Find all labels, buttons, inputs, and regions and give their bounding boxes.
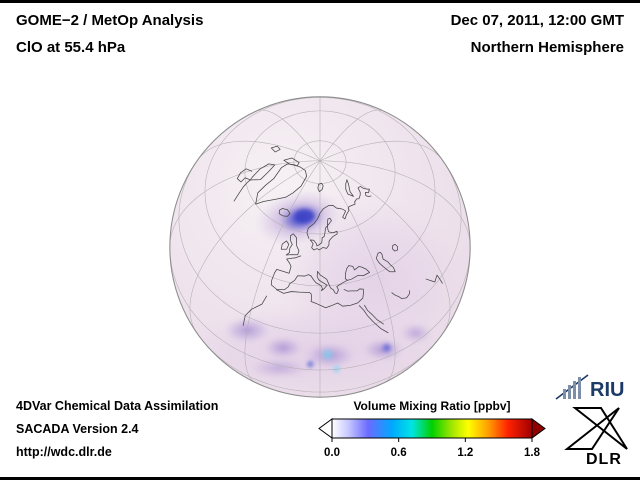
colorbar-left-arrow	[318, 418, 333, 439]
top-border	[0, 0, 640, 3]
coastline	[249, 163, 276, 181]
graticule-line	[319, 160, 451, 335]
clo-band-blob	[223, 316, 272, 344]
colorbar-ticks: 0.0 0.6 1.2 1.8	[324, 438, 541, 459]
clo-band-blob	[399, 322, 433, 344]
plot-title-block: GOME−2 / MetOp Analysis ClO at 55.4 hPa	[16, 7, 203, 61]
coastline	[344, 265, 370, 281]
graticule-line	[204, 97, 436, 287]
coastline	[425, 274, 443, 284]
clo-data-field	[171, 189, 466, 398]
clo-band-blob	[248, 357, 311, 379]
graticule-line	[320, 160, 471, 248]
coastline	[358, 305, 389, 334]
clo-iceland-peak	[294, 209, 315, 223]
coastline	[270, 255, 312, 291]
credit-url: http://wdc.dlr.de	[16, 445, 112, 459]
credits-block: 4DVar Chemical Data Assimilation SACADA …	[16, 395, 218, 464]
dlr-logo-text: DLR	[586, 451, 622, 466]
coastline	[242, 295, 268, 326]
coastline	[317, 271, 348, 295]
dlr-logo: DLR	[562, 404, 634, 471]
riu-bar-icon	[578, 377, 581, 399]
dlr-emblem-icon	[572, 407, 628, 450]
coastline	[233, 168, 253, 202]
coastline	[364, 304, 384, 325]
colorbar-tick-label: 0.6	[391, 447, 407, 459]
coastline	[310, 271, 328, 292]
coastline	[317, 182, 324, 193]
riu-logo-text: RIU	[590, 379, 624, 401]
coastline	[354, 186, 372, 203]
clo-cyan-spot	[320, 347, 335, 362]
globe-svg	[169, 96, 471, 398]
coastline	[280, 240, 290, 250]
riu-slash-icon	[555, 374, 589, 400]
coastline	[309, 217, 338, 251]
graticule-line	[256, 109, 321, 162]
graticule-line	[196, 140, 321, 163]
coastline	[391, 290, 410, 299]
coastline	[285, 233, 300, 256]
riu-bar-icon	[573, 381, 576, 399]
plot-title: GOME−2 / MetOp Analysis	[16, 12, 204, 29]
coastline	[283, 157, 300, 167]
graticule-line	[189, 160, 321, 335]
coastline	[345, 179, 354, 197]
colorbar-right-arrow	[531, 418, 546, 439]
colorbar: Volume Mixing Ratio [ppbv] 0.0 0.6 1.2 1.8	[316, 399, 548, 466]
coastline	[306, 201, 356, 239]
colorbar-tick-label: 1.2	[457, 447, 473, 459]
coastlines	[233, 145, 443, 334]
graticule-line	[319, 160, 396, 384]
graticule-line	[244, 110, 396, 235]
graticule-line	[293, 140, 347, 184]
graticule-line	[319, 140, 444, 163]
coastline	[270, 145, 281, 153]
coastline	[375, 251, 396, 273]
plot-subtitle: ClO at 55.4 hPa	[16, 39, 126, 56]
credit-line-2: SACADA Version 2.4	[16, 422, 139, 436]
plot-datetime: Dec 07, 2011, 12:00 GMT	[450, 12, 624, 29]
colorbar-tick-label: 1.8	[524, 447, 541, 459]
colorbar-title: Volume Mixing Ratio [ppbv]	[353, 399, 511, 413]
graticule-line	[244, 160, 321, 384]
coastline	[255, 163, 308, 205]
colorbar-scale: 0.0 0.6 1.2 1.8	[318, 418, 546, 459]
graticule-line	[319, 109, 384, 162]
coastline	[278, 208, 291, 217]
riu-logo: RIU	[554, 372, 634, 407]
globe-map	[165, 92, 475, 402]
riu-bar-icon	[563, 389, 566, 399]
clo-band-blob	[262, 336, 304, 360]
coastline	[276, 288, 364, 309]
dlr-emblem-icon	[564, 407, 620, 450]
bottom-border	[0, 477, 640, 480]
colorbar-tick-label: 0.0	[324, 447, 340, 459]
colorbar-gradient-bar	[331, 418, 533, 439]
globe-limb	[169, 96, 471, 398]
plot-region: Northern Hemisphere	[470, 39, 624, 56]
credit-line-1: 4DVar Chemical Data Assimilation	[16, 399, 219, 413]
plot-datetime-block: Dec 07, 2011, 12:00 GMT Northern Hemisph…	[451, 7, 624, 61]
riu-bar-icon	[568, 385, 571, 399]
graticule	[169, 96, 471, 398]
clo-blue-spot	[381, 341, 393, 354]
clo-blue-spot	[305, 359, 316, 370]
graticule-line	[169, 160, 320, 248]
coastline	[392, 243, 398, 252]
